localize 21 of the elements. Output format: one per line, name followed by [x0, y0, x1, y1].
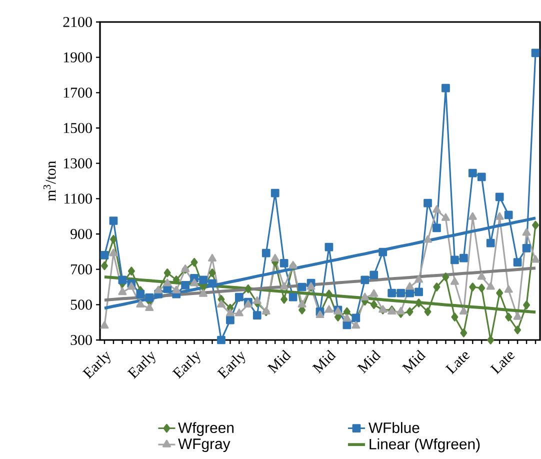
- x-tick-label: Late: [490, 352, 515, 374]
- y-tick-label: 2100: [63, 16, 92, 28]
- y-tick-label: 1500: [64, 122, 92, 134]
- y-tick-label: 300: [70, 334, 92, 346]
- x-tick-label: Mid: [402, 350, 426, 374]
- x-tick-label: Mid: [267, 350, 292, 374]
- x-tick-label: Late: [445, 352, 470, 374]
- y-tick-label: 1300: [64, 158, 92, 168]
- legend-label: Linear (Wfgreen): [370, 438, 480, 452]
- y-tick-label: 1700: [64, 88, 92, 98]
- legend-label: Wfgreen: [178, 422, 234, 436]
- y-tick-label: 500: [70, 300, 92, 310]
- y-tick-label: 700: [71, 264, 92, 274]
- y-tick-label: 1100: [64, 194, 92, 204]
- y-axis-title: m$^{3}$/ton: [43, 160, 56, 201]
- x-tick-label: Mid: [356, 350, 382, 374]
- legend-label: WFgray: [178, 438, 230, 452]
- y-tick-label: 900: [70, 228, 92, 240]
- y-tick-label: 1900: [64, 52, 92, 62]
- x-tick-label: Mid: [312, 350, 336, 374]
- legend-label: WFblue: [368, 422, 420, 434]
